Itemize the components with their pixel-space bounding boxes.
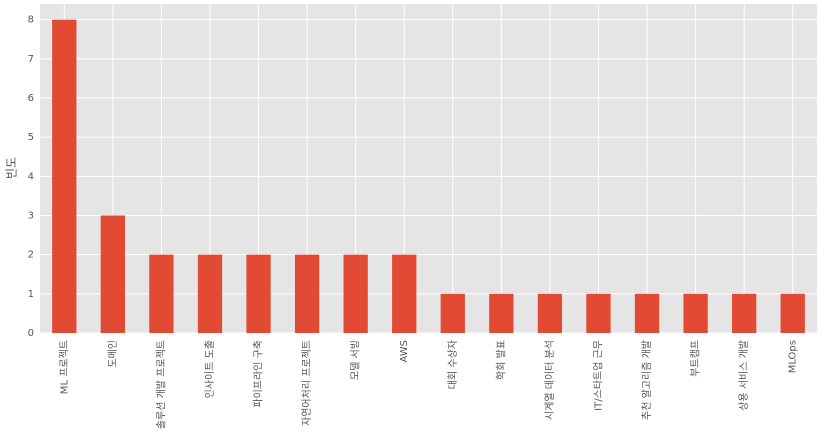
x-tick-label: ML 프로젝트 <box>58 340 70 394</box>
x-tick-label: 도메인 <box>107 340 119 368</box>
x-tick-label: 모델 서빙 <box>350 340 362 380</box>
bar <box>392 254 417 333</box>
bar <box>537 293 563 333</box>
y-tick-label: 7 <box>28 54 34 65</box>
x-tick-label: AWS <box>399 340 410 363</box>
x-tick-label: 파이프라인 구축 <box>253 340 265 408</box>
y-tick-label: 4 <box>28 171 34 182</box>
bar <box>52 19 77 334</box>
x-tick-label: MLOps <box>788 340 799 373</box>
y-tick-label: 6 <box>28 93 34 104</box>
bar <box>780 293 805 333</box>
bar <box>586 293 611 333</box>
x-tick-label: 대회 수상자 <box>447 340 459 389</box>
y-tick-label: 0 <box>28 328 34 339</box>
x-tick-label: 학회 발표 <box>495 340 507 380</box>
x-tick-label: 인사이트 도출 <box>204 340 216 398</box>
y-tick-label: 5 <box>28 132 34 143</box>
bar <box>149 254 174 333</box>
x-tick-label: 부트캠프 <box>690 340 702 377</box>
y-axis-label: 빈도 <box>5 157 19 179</box>
x-tick-label: 자연어처리 프로젝트 <box>301 340 313 426</box>
y-tick-label: 1 <box>28 289 34 300</box>
x-tick-label: 추천 알고리즘 개발 <box>641 340 653 420</box>
bar <box>100 215 125 333</box>
x-tick-label: 시계열 데이터 분석 <box>544 340 556 420</box>
bar <box>489 293 514 333</box>
bar <box>343 254 368 333</box>
bar <box>683 293 708 333</box>
y-tick-label: 3 <box>28 211 34 222</box>
bar <box>732 293 757 333</box>
y-tick-label: 8 <box>28 15 34 26</box>
x-tick-label: 솔루션 개발 프로젝트 <box>155 340 167 429</box>
bar <box>634 293 660 333</box>
x-tick-label: IT/스타트업 근무 <box>591 340 604 411</box>
bar <box>246 254 271 333</box>
bar <box>197 254 223 333</box>
x-tick-label: 상용 서비스 개발 <box>738 340 750 411</box>
bar <box>440 293 465 333</box>
bar <box>294 254 320 333</box>
y-tick-label: 2 <box>28 250 34 261</box>
